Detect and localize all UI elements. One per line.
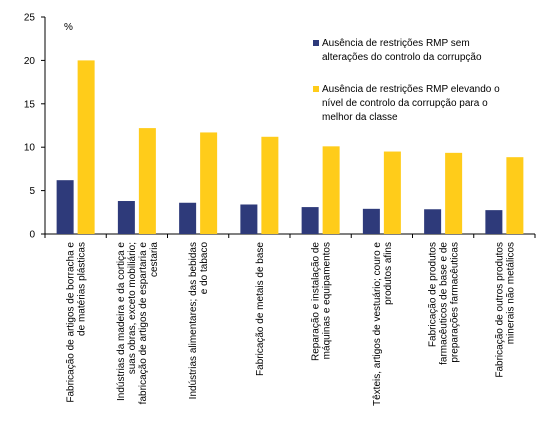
x-category-label-line: Indústrias alimentares; das bebidas bbox=[188, 242, 199, 399]
y-tick-label: 10 bbox=[24, 143, 36, 154]
x-category-labels: Fabricação de artigos de borracha e de ma… bbox=[66, 242, 517, 406]
x-category-label-line: Reparação e instalação de bbox=[311, 242, 322, 361]
y-axis-unit-label: % bbox=[64, 22, 73, 33]
bar-series-1 bbox=[362, 208, 380, 234]
legend-label-1: alterações do controlo da corrupção bbox=[322, 52, 482, 63]
x-category-label-line: farmacêuticos de base e de bbox=[439, 242, 450, 365]
x-category-label-line: preparações farmacêuticas bbox=[450, 242, 461, 363]
bar-series-1 bbox=[179, 202, 197, 234]
bar-series-1 bbox=[301, 207, 319, 234]
legend: Ausência de restrições RMP sem alterações… bbox=[313, 38, 500, 123]
x-category-label-line: Têxteis, artigos de vestuário; couro e bbox=[372, 242, 383, 406]
bar-series-2 bbox=[138, 128, 156, 234]
x-category-label: Indústrias alimentares; das bebidas e do … bbox=[188, 242, 210, 400]
bars bbox=[56, 60, 524, 235]
bar-series-2 bbox=[445, 152, 463, 234]
legend-label-2: nível de controlo da corrupção para o bbox=[322, 98, 488, 109]
x-category-label: Têxteis, artigos de vestuário; couro e pr… bbox=[372, 242, 394, 406]
x-category-label: Fabricação de produtos farmacêuticos de b… bbox=[428, 242, 461, 365]
bar-series-2 bbox=[261, 136, 279, 234]
y-tick-label: 15 bbox=[24, 99, 36, 110]
legend-label-1: Ausência de restrições RMP sem bbox=[322, 38, 470, 49]
x-category-label-line: cestaria bbox=[149, 242, 160, 277]
bar-series-1 bbox=[485, 210, 503, 234]
y-tick-label: 25 bbox=[24, 13, 36, 24]
bar-series-2 bbox=[77, 60, 95, 235]
bar-series-1 bbox=[240, 204, 258, 234]
x-category-label-line: Fabricação de metais de base bbox=[255, 242, 266, 376]
y-tick-label: 20 bbox=[24, 56, 36, 67]
bar-series-1 bbox=[56, 180, 74, 234]
bar-series-1 bbox=[424, 209, 442, 234]
legend-swatch-1 bbox=[313, 40, 319, 46]
x-category-label-line: produtos afins bbox=[383, 242, 394, 305]
x-category-label-line: Fabricação de artigos de borracha e bbox=[66, 242, 77, 403]
y-tick-labels: 0 5 10 15 20 25 bbox=[24, 13, 36, 241]
x-category-label-line: fabricação de artigos de espartaria e bbox=[138, 242, 149, 405]
legend-swatch-2 bbox=[313, 86, 319, 92]
x-category-label: Reparação e instalação de máquinas e equi… bbox=[311, 242, 333, 361]
x-category-label-line: minerais não metálicos bbox=[505, 242, 516, 344]
legend-label-2: melhor da classe bbox=[322, 112, 398, 123]
x-category-label: Indústrias da madeira e da cortiça e suas… bbox=[116, 242, 160, 405]
legend-label-2: Ausência de restrições RMP elevando o bbox=[322, 84, 500, 95]
x-category-label-line: e do tabaco bbox=[199, 242, 210, 295]
y-tick-label: 0 bbox=[29, 230, 35, 241]
x-category-label-line: Indústrias da madeira e da cortiça e bbox=[116, 242, 127, 401]
x-category-label: Fabricação de outros produtos minerais nã… bbox=[494, 242, 516, 378]
x-category-label-line: Fabricação de outros produtos bbox=[494, 242, 505, 378]
x-category-label: Fabricação de metais de base bbox=[255, 242, 266, 376]
y-tick-label: 5 bbox=[29, 186, 35, 197]
bar-series-2 bbox=[506, 157, 524, 234]
x-category-label-line: suas obras, exceto mobiliário; bbox=[127, 242, 138, 374]
bar-series-2 bbox=[200, 132, 218, 234]
x-category-label-line: Fabricação de produtos bbox=[428, 242, 439, 347]
bar-series-2 bbox=[322, 146, 340, 234]
x-category-label-line: de matérias plásticas bbox=[77, 242, 88, 336]
bar-series-1 bbox=[117, 201, 135, 234]
x-category-label-line: máquinas e equipamentos bbox=[322, 242, 333, 359]
x-category-label: Fabricação de artigos de borracha e de ma… bbox=[66, 242, 88, 403]
bar-series-2 bbox=[383, 151, 401, 234]
